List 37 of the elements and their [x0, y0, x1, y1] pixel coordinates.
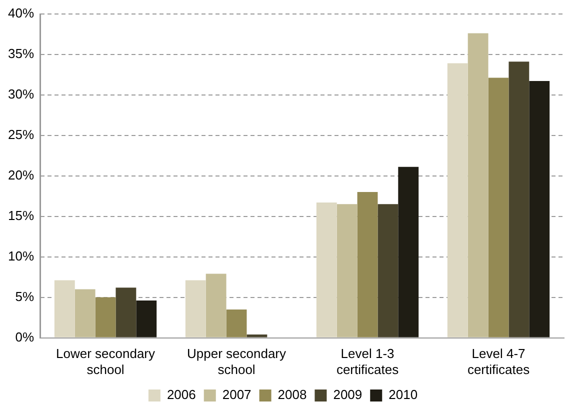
bar [206, 274, 226, 338]
bar [116, 288, 136, 338]
bar [316, 202, 337, 338]
bar [529, 81, 550, 338]
bar [488, 78, 509, 338]
bar [357, 192, 378, 338]
y-tick-label: 30% [8, 86, 34, 102]
bar [336, 204, 358, 338]
y-tick-label: 25% [8, 126, 34, 142]
x-tick-label: Lower secondary school [56, 346, 156, 377]
bar [378, 204, 398, 338]
bar [508, 62, 530, 338]
y-tick-label: 10% [8, 248, 34, 264]
bar [246, 334, 268, 338]
bar [54, 280, 75, 338]
y-tick-label: 40% [8, 5, 34, 20]
x-tick-label: Level 1-3 certificates [336, 346, 400, 377]
y-tick-label: 15% [8, 208, 34, 223]
legend-label: 2007 [222, 387, 252, 402]
legend-label: 2006 [166, 387, 196, 402]
y-tick-label: 0% [15, 329, 34, 344]
bar [398, 166, 419, 338]
y-tick-label: 5% [15, 288, 34, 304]
y-tick-label: 35% [8, 46, 34, 61]
bar [226, 309, 247, 338]
legend-label: 2008 [278, 387, 307, 402]
x-tick-label: Upper secondary school [187, 346, 287, 377]
bar [185, 280, 206, 338]
bar [468, 33, 488, 338]
bar [74, 289, 96, 338]
bar [136, 300, 157, 338]
y-tick-label: 20% [8, 167, 34, 182]
legend-label: 2009 [333, 387, 362, 402]
legend-label: 2010 [388, 387, 418, 402]
bar [95, 297, 116, 338]
x-tick-label: Level 4-7 certificates [467, 346, 530, 377]
bar [447, 63, 468, 338]
